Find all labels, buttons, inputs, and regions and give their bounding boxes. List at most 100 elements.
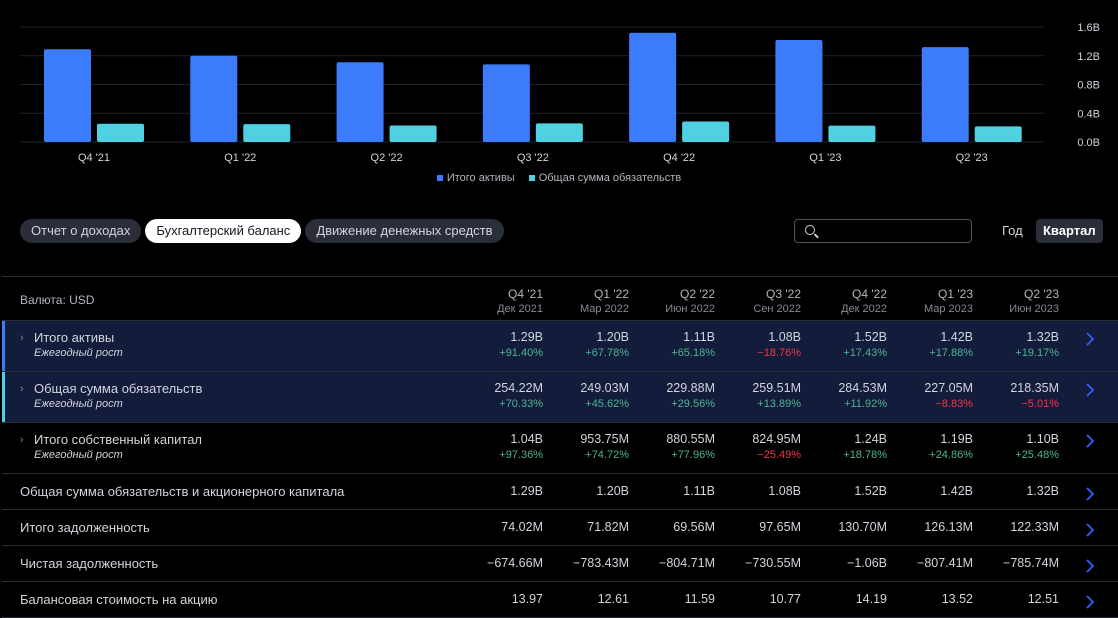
- bar-total-assets: [482, 64, 530, 142]
- table-row[interactable]: Общая сумма обязательств и акционерного …: [2, 474, 1118, 510]
- chevron-right-icon[interactable]: [1082, 522, 1098, 538]
- row-label: Итого собственный капитал: [34, 432, 203, 447]
- x-tick-label: Q3 '22: [517, 152, 549, 164]
- table-row[interactable]: Чистая задолженность −674.66M −783.43M −804…: [2, 546, 1118, 582]
- value-cell: 1.52B: [854, 484, 887, 498]
- value-cell: −785.74M: [1003, 556, 1059, 570]
- value-cell: 1.19B: [940, 432, 973, 446]
- chevron-right-icon[interactable]: [1082, 558, 1098, 574]
- value-cell: 1.20B: [596, 330, 629, 344]
- growth-cell: −5.01%: [1021, 398, 1059, 410]
- balance-chart: 1.6B 1.2B 0.8B 0.4B 0.0B Q4 '21 Q1 '22 Q2 '22 Q3…: [20, 22, 1100, 164]
- expand-chevron-icon[interactable]: ›: [20, 383, 24, 395]
- growth-cell: +67.78%: [585, 347, 629, 359]
- growth-cell: +65.18%: [671, 347, 715, 359]
- bar-total-assets: [921, 47, 969, 142]
- value-cell: 13.97: [511, 592, 543, 606]
- chevron-right-icon[interactable]: [1082, 594, 1098, 610]
- period-quarter-button[interactable]: Квартал: [1036, 219, 1103, 243]
- growth-cell: +19.17%: [1015, 347, 1059, 359]
- value-cell: 218.35M: [1010, 381, 1059, 395]
- tab-cash-flow[interactable]: Движение денежных средств: [305, 219, 504, 243]
- value-cell: 97.65M: [759, 520, 801, 534]
- bar-total-liabilities: [828, 125, 876, 142]
- chevron-right-icon[interactable]: [1082, 331, 1098, 347]
- value-cell: 1.32B: [1026, 484, 1059, 498]
- table-row[interactable]: › Итого собственный капитал Ежегодный рост…: [2, 423, 1118, 474]
- row-label: Итого задолженность: [20, 520, 150, 535]
- y-tick-label: 1.2B: [1077, 51, 1100, 63]
- value-cell: 1.04B: [510, 432, 543, 446]
- row-label: Балансовая стоимость на акцию: [20, 592, 218, 607]
- chevron-right-icon[interactable]: [1082, 433, 1098, 449]
- chevron-right-icon[interactable]: [1082, 486, 1098, 502]
- growth-cell: +13.89%: [757, 398, 801, 410]
- value-cell: 1.10B: [1026, 432, 1059, 446]
- value-cell: −807.41M: [917, 556, 973, 570]
- search-icon: [805, 225, 815, 235]
- column-header-quarter: Q1 '22: [594, 287, 629, 301]
- x-tick-label: Q1 '23: [809, 152, 841, 164]
- growth-cell: +17.43%: [843, 347, 887, 359]
- row-label: Общая сумма обязательств и акционерного …: [20, 484, 345, 499]
- column-header-quarter: Q2 '22: [680, 287, 715, 301]
- bar-total-liabilities: [535, 123, 583, 142]
- x-tick-label: Q4 '22: [663, 152, 695, 164]
- growth-label: Ежегодный рост: [34, 449, 123, 461]
- y-tick-label: 0.8B: [1077, 80, 1100, 92]
- chevron-right-icon[interactable]: [1082, 382, 1098, 398]
- bar-total-assets: [44, 49, 91, 142]
- growth-cell: −25.49%: [757, 449, 801, 461]
- growth-cell: +17.88%: [929, 347, 973, 359]
- value-cell: 1.32B: [1026, 330, 1059, 344]
- value-cell: 1.42B: [940, 484, 973, 498]
- column-header-date: Дек 2021: [497, 303, 543, 315]
- value-cell: 227.05M: [924, 381, 973, 395]
- bar-total-assets: [190, 55, 238, 142]
- value-cell: 71.82M: [587, 520, 629, 534]
- bar-total-assets: [629, 32, 677, 142]
- growth-cell: +70.33%: [499, 398, 543, 410]
- table-row[interactable]: Итого задолженность 74.02M 71.82M 69.56M 97.…: [2, 510, 1118, 546]
- expand-chevron-icon[interactable]: ›: [20, 332, 24, 344]
- bar-total-liabilities: [243, 124, 291, 142]
- column-header-quarter: Q3 '22: [766, 287, 801, 301]
- bar-total-liabilities: [97, 123, 144, 142]
- chart-legend: Итого активы Общая сумма обязательств: [0, 172, 1118, 184]
- bar-total-assets: [336, 62, 384, 142]
- tab-income-statement[interactable]: Отчет о доходах: [20, 219, 142, 243]
- value-cell: 1.08B: [768, 330, 801, 344]
- column-header-date: Мар 2022: [579, 303, 629, 315]
- search-input[interactable]: [794, 219, 972, 243]
- x-tick-label: Q2 '23: [956, 152, 988, 164]
- table-row[interactable]: › Итого активы Ежегодный рост 1.29B 1.20B 1.1…: [2, 321, 1118, 372]
- table-row[interactable]: › Общая сумма обязательств Ежегодный рост 2…: [2, 372, 1118, 423]
- value-cell: 880.55M: [666, 432, 715, 446]
- growth-cell: −18.76%: [757, 347, 801, 359]
- period-year-button[interactable]: Год: [1002, 223, 1023, 238]
- value-cell: 11.59: [684, 592, 715, 606]
- expand-chevron-icon[interactable]: ›: [20, 434, 24, 446]
- growth-cell: +97.36%: [499, 449, 543, 461]
- value-cell: 1.52B: [854, 330, 887, 344]
- value-cell: 284.53M: [838, 381, 887, 395]
- y-tick-label: 0.0B: [1077, 137, 1100, 149]
- tab-balance-sheet[interactable]: Бухгалтерский баланс: [145, 219, 302, 243]
- row-label: Общая сумма обязательств: [34, 381, 203, 396]
- value-cell: 12.51: [1027, 592, 1059, 606]
- legend-swatch: [436, 175, 443, 181]
- legend-label: Общая сумма обязательств: [538, 172, 682, 184]
- growth-cell: +77.96%: [671, 449, 715, 461]
- value-cell: 824.95M: [752, 432, 801, 446]
- column-header-date: Июн 2022: [665, 303, 715, 315]
- value-cell: −783.43M: [573, 556, 629, 570]
- table-row[interactable]: Балансовая стоимость на акцию 13.97 12.61 1…: [2, 582, 1118, 618]
- legend-label: Итого активы: [446, 172, 515, 184]
- statement-tabs: Отчет о доходах Бухгалтерский баланс Движе…: [20, 219, 504, 243]
- bar-total-liabilities: [389, 125, 437, 142]
- value-cell: 122.33M: [1010, 520, 1059, 534]
- bar-total-liabilities: [682, 121, 730, 142]
- value-cell: 229.88M: [666, 381, 715, 395]
- bar-total-liabilities: [974, 126, 1022, 142]
- value-cell: 130.70M: [838, 520, 887, 534]
